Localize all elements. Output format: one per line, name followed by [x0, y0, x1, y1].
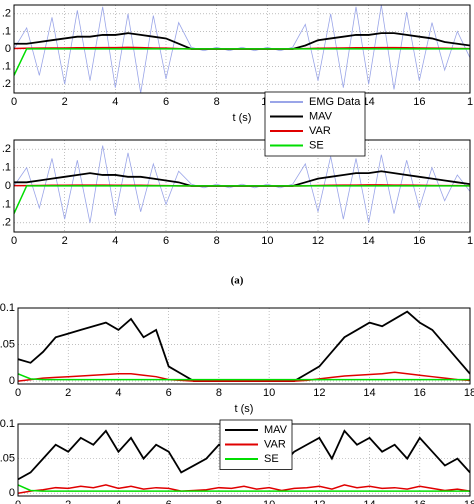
- x-tick-label: 16: [413, 235, 425, 247]
- x-tick-label: 14: [363, 499, 375, 504]
- series-line: [14, 5, 470, 93]
- x-tick-label: 18: [464, 387, 474, 399]
- x-tick-label: 8: [216, 499, 222, 504]
- y-tick-label: .1: [2, 198, 11, 210]
- y-tick-label: 0.05: [0, 338, 15, 350]
- legend-label: SE: [309, 139, 324, 151]
- x-tick-label: 4: [115, 499, 121, 504]
- x-tick-label: 2: [65, 499, 71, 504]
- x-axis-label: t (s): [233, 112, 252, 124]
- x-tick-label: 0: [11, 96, 17, 108]
- y-tick-label: 0.05: [0, 453, 15, 465]
- x-tick-label: 12: [313, 499, 325, 504]
- y-tick-label: .1: [2, 162, 11, 174]
- series-line: [18, 484, 470, 492]
- x-tick-label: 6: [166, 387, 172, 399]
- x-tick-label: 16: [414, 387, 426, 399]
- plot-frame: [13, 139, 471, 233]
- x-tick-label: 10: [263, 387, 275, 399]
- x-tick-label: 8: [214, 235, 220, 247]
- x-tick-label: 18: [464, 499, 474, 504]
- series-line: [18, 310, 470, 382]
- x-tick-label: 1: [467, 235, 473, 247]
- x-tick-label: 2: [62, 96, 68, 108]
- legend-label: VAR: [309, 125, 331, 137]
- x-tick-label: 1: [467, 96, 473, 108]
- series-line: [14, 48, 470, 76]
- y-tick-label: 0: [9, 487, 15, 499]
- y-tick-label: 0: [9, 375, 15, 387]
- x-tick-label: 10: [261, 235, 273, 247]
- series-line: [18, 373, 470, 381]
- series-line: [18, 484, 470, 494]
- y-tick-label: .1: [2, 61, 11, 73]
- x-tick-label: 8: [216, 387, 222, 399]
- x-tick-label: 2: [62, 235, 68, 247]
- x-tick-label: 12: [313, 387, 325, 399]
- x-tick-label: 2: [65, 387, 71, 399]
- legend-label: EMG Data: [309, 96, 361, 108]
- y-tick-label: 0: [5, 43, 11, 55]
- x-tick-label: 14: [363, 235, 375, 247]
- legend-label: SE: [264, 453, 279, 465]
- y-tick-label: .2: [2, 143, 11, 155]
- x-axis-label: t (s): [235, 403, 254, 415]
- x-tick-label: 6: [163, 96, 169, 108]
- x-tick-label: 16: [414, 499, 426, 504]
- x-tick-label: 6: [166, 499, 172, 504]
- x-tick-label: 6: [163, 235, 169, 247]
- y-tick-label: .2: [2, 8, 11, 20]
- x-tick-label: 8: [214, 96, 220, 108]
- x-tick-label: 16: [413, 96, 425, 108]
- y-tick-label: 0.1: [0, 418, 15, 430]
- x-tick-label: 0: [11, 235, 17, 247]
- series-line: [14, 185, 470, 214]
- y-tick-label: 0: [5, 180, 11, 192]
- x-tick-label: 4: [115, 387, 121, 399]
- x-tick-label: 4: [112, 235, 118, 247]
- x-tick-label: 4: [112, 96, 118, 108]
- legend-label: MAV: [309, 110, 333, 122]
- caption: (a): [231, 275, 244, 287]
- x-tick-label: 10: [263, 499, 275, 504]
- plot-frame: [13, 4, 471, 94]
- x-tick-label: 12: [312, 235, 324, 247]
- legend-label: MAV: [264, 424, 288, 436]
- x-tick-label: 0: [15, 387, 21, 399]
- series-line: [18, 371, 470, 382]
- y-tick-label: .1: [2, 25, 11, 37]
- series-line: [14, 145, 470, 223]
- x-tick-label: 14: [363, 96, 375, 108]
- y-tick-label: .2: [2, 217, 11, 229]
- y-tick-label: 0.1: [0, 302, 15, 314]
- x-tick-label: 14: [363, 387, 375, 399]
- plot-frame: [17, 307, 471, 385]
- y-tick-label: .2: [2, 78, 11, 90]
- legend-label: VAR: [264, 438, 286, 450]
- x-tick-label: 0: [15, 499, 21, 504]
